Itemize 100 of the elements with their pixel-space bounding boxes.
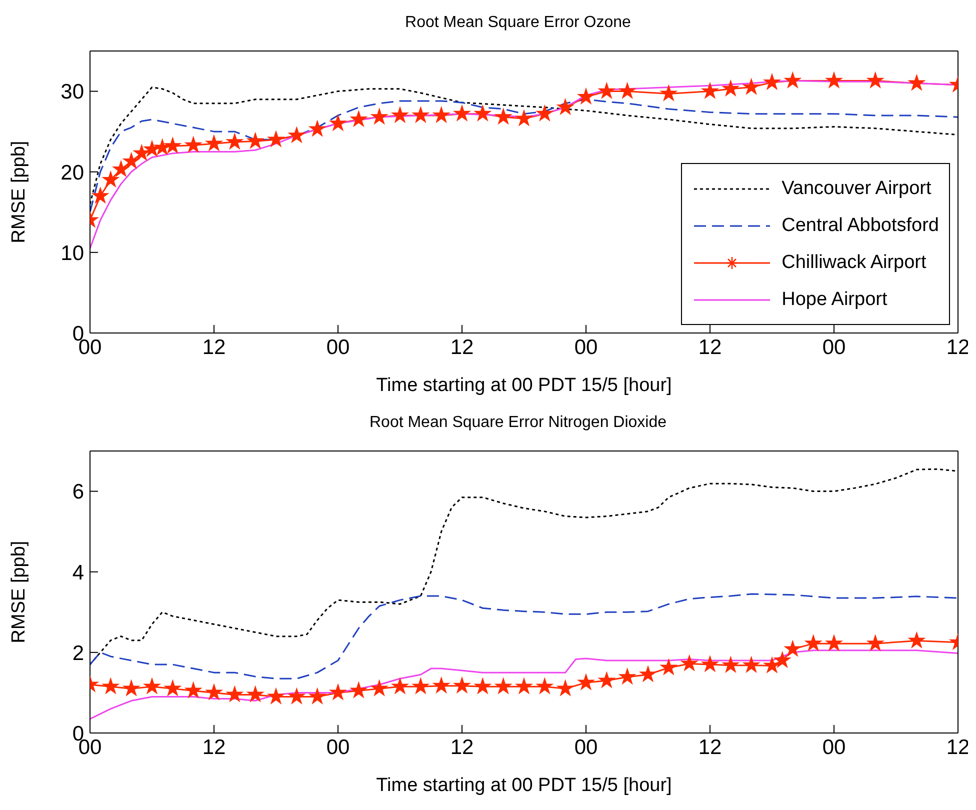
point [288, 127, 305, 142]
point [330, 115, 346, 130]
point [474, 678, 491, 694]
point [206, 684, 222, 700]
point [867, 635, 884, 650]
point [578, 88, 594, 104]
x-tick-label: 12 [450, 736, 474, 759]
point [123, 680, 140, 696]
point [268, 131, 284, 147]
point [433, 107, 450, 122]
point [268, 688, 284, 704]
point [330, 684, 346, 700]
x-tick-label: 00 [822, 336, 846, 359]
point [412, 107, 429, 122]
point [516, 110, 532, 126]
point [702, 656, 718, 672]
legend-label: Central Abbotsford [782, 214, 939, 236]
point [743, 656, 760, 672]
x-tick-label: 00 [326, 336, 350, 359]
point [826, 635, 842, 650]
point [536, 105, 553, 121]
x-tick-label: 12 [698, 336, 722, 359]
point [371, 680, 388, 696]
point [619, 668, 636, 684]
x-tick-label: 12 [698, 736, 722, 759]
point [454, 105, 470, 121]
x-tick-label: 00 [574, 736, 598, 759]
point [102, 678, 119, 694]
point [743, 78, 760, 94]
point [774, 652, 790, 668]
y-axis-title: RMSE [ppb] [8, 540, 30, 644]
point [578, 674, 594, 690]
point [474, 105, 491, 121]
point [722, 656, 739, 672]
y-tick-label: 10 [60, 242, 84, 265]
point [392, 107, 408, 122]
point [102, 172, 119, 187]
point [660, 85, 677, 101]
point [433, 677, 450, 693]
x-axis-title: Time starting at 00 PDT 15/5 [hour] [376, 375, 672, 396]
point [557, 99, 574, 114]
point [619, 82, 636, 98]
point [454, 677, 470, 693]
y-tick-label: 4 [72, 561, 84, 584]
point [226, 134, 243, 149]
point [247, 686, 264, 702]
y-tick-label: 2 [72, 642, 84, 665]
legend-label: Chilliwack Airport [782, 252, 926, 274]
point [516, 678, 532, 694]
point [805, 635, 822, 650]
point [350, 682, 367, 698]
x-tick-label: 00 [574, 336, 598, 359]
y-tick-label: 30 [60, 80, 84, 104]
chart-title: Root Mean Square Error Nitrogen Dioxide [368, 413, 668, 433]
y-tick-label: 6 [72, 480, 84, 504]
point [722, 80, 739, 96]
line-series [90, 593, 958, 680]
x-tick-label: 00 [822, 736, 846, 759]
point [640, 666, 656, 682]
point [392, 678, 408, 694]
point [164, 138, 181, 153]
point [350, 111, 367, 126]
point [660, 659, 677, 675]
point [185, 682, 202, 698]
point [702, 82, 718, 98]
x-tick-label: 00 [326, 736, 350, 759]
point [144, 678, 160, 694]
point [288, 688, 305, 704]
x-tick-label: 12 [202, 736, 226, 759]
x-tick-label: 12 [450, 336, 474, 359]
point [826, 72, 842, 88]
point [764, 74, 780, 90]
point [164, 680, 181, 696]
point [764, 657, 780, 673]
point [309, 120, 326, 136]
x-tick-label: 12 [202, 336, 226, 359]
point [123, 152, 140, 168]
point [371, 108, 388, 124]
point [536, 678, 553, 694]
point [412, 678, 429, 694]
point [908, 632, 925, 648]
point [908, 74, 925, 90]
point [206, 135, 222, 151]
point [784, 640, 801, 656]
point [495, 108, 512, 124]
point [784, 72, 801, 88]
point [495, 678, 512, 694]
point [92, 188, 108, 203]
point [557, 680, 574, 696]
point [247, 132, 264, 148]
point [867, 72, 884, 88]
point [226, 686, 243, 702]
legend-label: Vancouver Airport [782, 178, 932, 200]
point [112, 161, 130, 176]
point [598, 672, 615, 688]
legend-label: Hope Airport [782, 288, 888, 310]
y-tick-label: 20 [60, 161, 84, 184]
chart-title: Root Mean Square Error Ozone [404, 13, 632, 33]
x-axis-title: Time starting at 00 PDT 15/5 [hour] [376, 775, 672, 796]
point [185, 136, 202, 152]
